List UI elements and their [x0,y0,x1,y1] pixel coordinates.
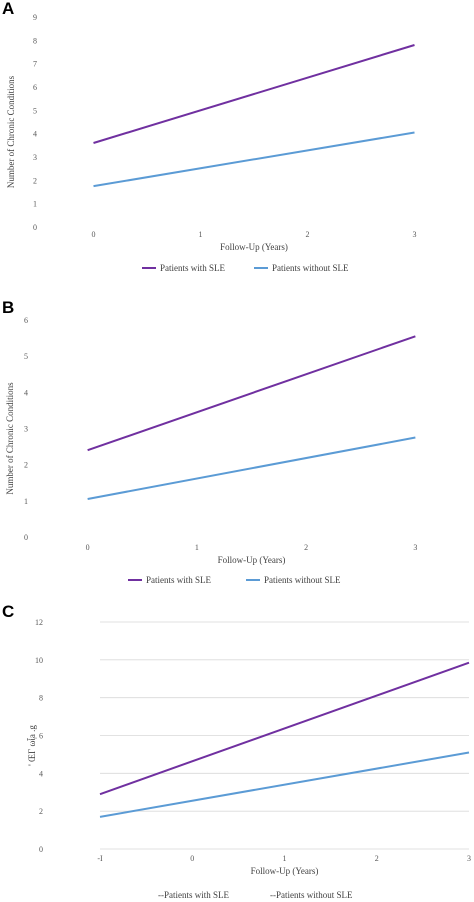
y-axis-title: ' ŒΓ ωἶ̣a .g [27,725,37,766]
series-line-non-sle [87,436,416,501]
x-tick-label: 2 [306,230,310,239]
x-axis-title: Follow-Up (Years) [251,866,319,876]
x-tick-label: -I [97,854,103,863]
y-tick-label: 2 [33,176,37,185]
y-tick-label: 2 [24,461,28,470]
panel-label: C [2,602,14,621]
y-tick-label: 4 [39,769,43,778]
x-tick-label: 2 [375,854,379,863]
x-tick-label: 0 [190,854,194,863]
legend-label: Patients with SLE [160,263,226,273]
y-tick-label: 5 [33,106,37,115]
y-tick-label: 3 [24,425,28,434]
series-line-sle [99,661,470,796]
y-tick-label: 7 [33,60,37,69]
y-tick-label: 6 [39,732,43,741]
legend-label: Patients with SLE [146,575,212,585]
y-axis-title: Number of Chronic Conditions [5,382,15,495]
y-tick-label: 8 [33,36,37,45]
y-tick-label: 4 [24,388,28,397]
panel-b: B 0 1 2 3 4 5 6 0 1 2 3 Follow-Up (Years) Number of C… [2,298,417,585]
panel-label: A [2,0,14,18]
x-axis-title: Follow-Up (Years) [218,555,286,565]
x-tick-label: 2 [304,543,308,552]
y-tick-label: 2 [39,807,43,816]
legend-label: Patients without SLE [264,575,341,585]
panel-a: A 0 1 2 3 4 5 6 7 8 9 0 1 2 3 Follow-Up (Years) Number o… [2,0,417,273]
y-axis-title: Number of Chronic Conditions [6,75,16,188]
legend-label: --Patients without SLE [270,890,353,900]
x-axis-title: Follow-Up (Years) [220,242,288,252]
x-tick-label: 0 [86,543,90,552]
y-tick-label: 0 [24,533,28,542]
panel-label: B [2,298,14,317]
y-tick-label: 8 [39,694,43,703]
y-tick-label: 5 [24,352,28,361]
x-tick-label: 1 [199,230,203,239]
y-tick-label: 1 [33,200,37,209]
series-line-sle [87,335,416,452]
y-tick-label: 0 [33,223,37,232]
x-tick-label: 3 [413,543,417,552]
series-line-non-sle [93,131,415,188]
y-tick-label: 6 [24,316,28,325]
y-tick-label: 10 [35,656,43,665]
x-tick-label: 1 [283,854,287,863]
x-tick-label: 3 [413,230,417,239]
y-tick-label: 12 [35,618,43,627]
x-tick-label: 3 [467,854,471,863]
y-tick-label: 1 [24,497,28,506]
series-line-non-sle [99,751,470,818]
y-tick-label: 9 [33,13,37,22]
legend-label: --Patients with SLE [158,890,229,900]
series-line-sle [93,44,415,144]
y-tick-label: 3 [33,153,37,162]
y-tick-label: 0 [39,845,43,854]
x-tick-label: 1 [195,543,199,552]
y-tick-label: 4 [33,130,37,139]
legend-label: Patients without SLE [272,263,349,273]
x-tick-label: 0 [92,230,96,239]
y-tick-label: 6 [33,83,37,92]
